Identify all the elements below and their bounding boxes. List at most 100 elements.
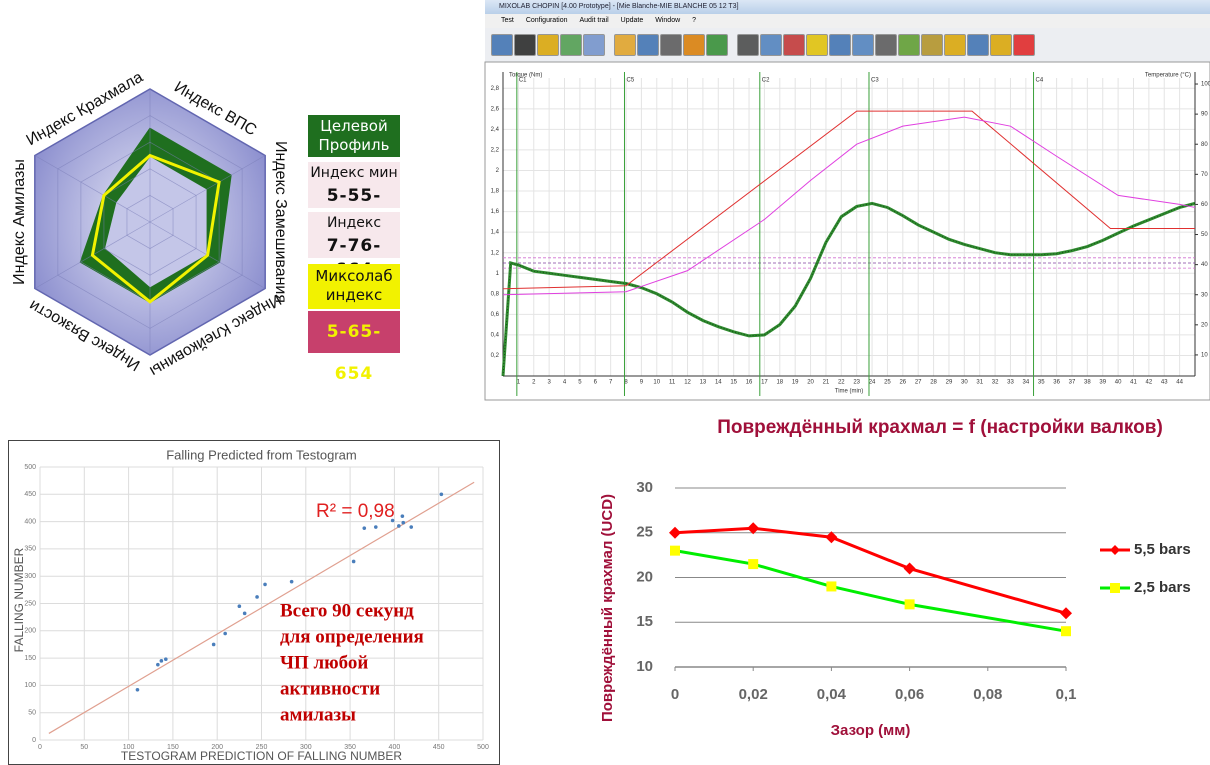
- y-tick-label: 1,4: [491, 230, 500, 236]
- toolbar-button[interactable]: [737, 34, 759, 56]
- toolbar-button[interactable]: [560, 34, 582, 56]
- y2-tick-label: 90: [1201, 112, 1208, 118]
- y2-tick-label: 40: [1201, 262, 1208, 268]
- y-tick-label: 10: [636, 658, 653, 675]
- axis-label: Индекс Замешивания: [272, 141, 289, 303]
- toolbar-button[interactable]: [921, 34, 943, 56]
- scatter-frame: [9, 441, 500, 765]
- x-tick-label: 500: [477, 744, 489, 751]
- x-tick-label: 0: [38, 744, 42, 751]
- toolbar-button[interactable]: [852, 34, 874, 56]
- phase-label: C2: [762, 78, 770, 84]
- axis-label: Индекс Амилазы: [11, 159, 28, 285]
- toolbar-button[interactable]: [683, 34, 705, 56]
- x-tick-label: 400: [389, 744, 401, 751]
- y-tick-label: 0: [32, 737, 36, 744]
- toolbar-button[interactable]: [514, 34, 536, 56]
- window-title: MIXOLAB CHOPIN [4.00 Prototype] - [Mie B…: [485, 0, 1210, 14]
- x-tick-label: 4: [563, 380, 567, 386]
- y-tick-label: 450: [24, 491, 36, 498]
- x-tick-label: 39: [1099, 380, 1106, 386]
- menu-item[interactable]: Configuration: [526, 17, 568, 24]
- radar-ring: [81, 142, 219, 302]
- toolbar-button[interactable]: [760, 34, 782, 56]
- x-tick-label: 16: [746, 380, 753, 386]
- x-tick-label: 11: [669, 380, 676, 386]
- menu-item[interactable]: Audit trail: [579, 17, 608, 24]
- x-tick-label: 43: [1161, 380, 1168, 386]
- x-tick-label: 9: [640, 380, 644, 386]
- annotation: ЧП любой: [280, 652, 368, 673]
- x-tick-label: 0: [671, 686, 679, 703]
- y2-tick-label: 80: [1201, 142, 1208, 148]
- point: [401, 521, 405, 525]
- menu-item[interactable]: Window: [655, 17, 680, 24]
- annotation: Всего 90 секунд: [280, 600, 414, 621]
- phase-label: C5: [626, 78, 634, 84]
- toolbar-button[interactable]: [944, 34, 966, 56]
- toolbar-button[interactable]: [706, 34, 728, 56]
- y2-tick-label: 50: [1201, 232, 1208, 238]
- y-tick-label: 1,8: [491, 189, 500, 195]
- legend-code: 5-55-543: [308, 184, 400, 208]
- toolbar-button[interactable]: [875, 34, 897, 56]
- marker: [1060, 607, 1072, 619]
- x-tick-label: 25: [884, 380, 891, 386]
- x-tick-label: 8: [624, 380, 628, 386]
- marker: [670, 546, 680, 556]
- y-tick-label: 1,2: [491, 250, 500, 256]
- y-tick-label: 1: [496, 271, 500, 277]
- marker: [1061, 626, 1071, 636]
- toolbar-button[interactable]: [829, 34, 851, 56]
- y-tick-label: 400: [24, 518, 36, 525]
- target-min: [104, 156, 208, 289]
- toolbar-button[interactable]: [491, 34, 513, 56]
- menu-item[interactable]: Test: [501, 17, 514, 24]
- x-tick-label: 30: [961, 380, 968, 386]
- x-tick-label: 13: [700, 380, 707, 386]
- x-tick-label: 3: [547, 380, 551, 386]
- x-axis-label: Зазор (мм): [831, 722, 911, 739]
- toolbar-button[interactable]: [990, 34, 1012, 56]
- y-tick-label: 0,4: [491, 332, 500, 338]
- toolbar-button[interactable]: [637, 34, 659, 56]
- toolbar-button[interactable]: [898, 34, 920, 56]
- toolbar-button[interactable]: [783, 34, 805, 56]
- y-tick-label: 350: [24, 546, 36, 553]
- x-tick-label: 17: [761, 380, 768, 386]
- y-tick-label: 500: [24, 464, 36, 471]
- y-tick-label: 50: [28, 710, 36, 717]
- y-tick-label: 2,6: [491, 106, 500, 112]
- radar-spoke: [150, 156, 265, 223]
- legend-label: 2,5 bars: [1134, 579, 1191, 596]
- annotation: амилазы: [280, 704, 356, 725]
- x-tick-label: 21: [823, 380, 830, 386]
- annotation: для определения: [280, 626, 424, 647]
- charts: Индекс ВПСИндекс ЗамешиванияИндекс Клейк…: [0, 0, 1210, 765]
- menu-item[interactable]: Update: [621, 17, 644, 24]
- point: [136, 688, 140, 692]
- series-line: [503, 203, 1195, 376]
- plot-frame: [485, 62, 1210, 400]
- x-tick-label: 100: [123, 744, 135, 751]
- x-tick-label: 7: [609, 380, 613, 386]
- x-tick-label: 38: [1084, 380, 1091, 386]
- toolbar-button[interactable]: [614, 34, 636, 56]
- toolbar-button[interactable]: [537, 34, 559, 56]
- toolbar-button[interactable]: [967, 34, 989, 56]
- point: [352, 560, 356, 564]
- point: [290, 580, 294, 584]
- y-tick-label: 300: [24, 573, 36, 580]
- x-tick-label: 28: [930, 380, 937, 386]
- toolbar-button[interactable]: [1013, 34, 1035, 56]
- radar-ring: [127, 195, 173, 248]
- chart-title: Повреждённый крахмал = f (настройки валк…: [717, 417, 1163, 438]
- x-tick-label: 18: [776, 380, 783, 386]
- marker: [904, 563, 916, 575]
- radar-spoke: [35, 222, 150, 289]
- toolbar-button[interactable]: [806, 34, 828, 56]
- toolbar-button[interactable]: [660, 34, 682, 56]
- toolbar-button[interactable]: [583, 34, 605, 56]
- y2-tick-label: 20: [1201, 322, 1208, 328]
- menu-item[interactable]: ?: [692, 17, 696, 24]
